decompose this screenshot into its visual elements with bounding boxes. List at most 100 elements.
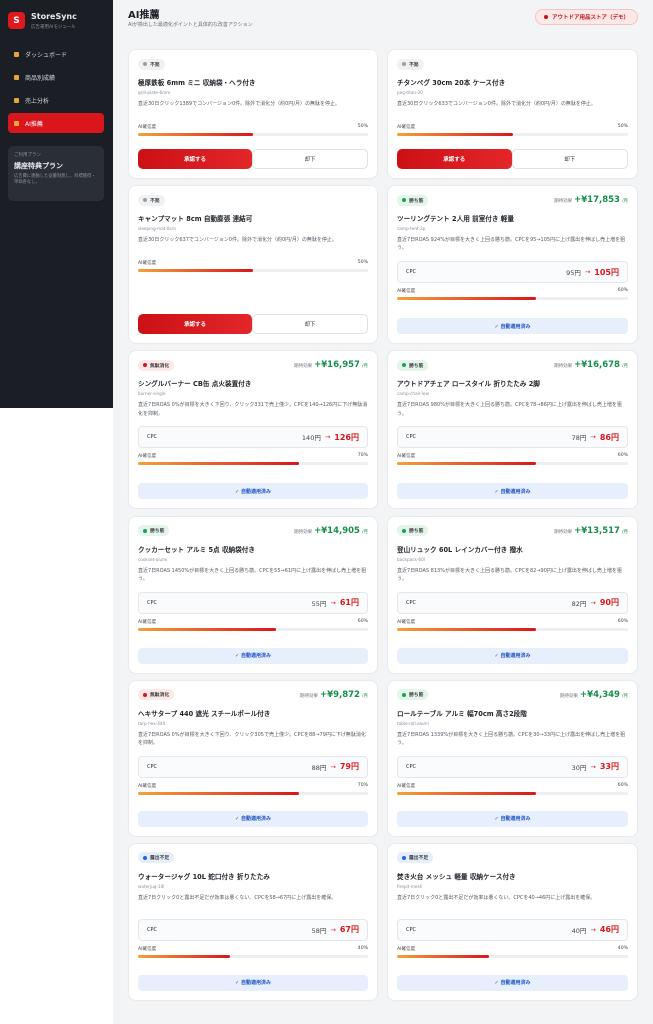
badge-dot [143,528,147,533]
plan-label: ご利用プラン [14,153,41,158]
cpc-arrow: → [590,762,596,771]
badge: 勝ち筋 [138,525,170,537]
cpc-old: 40円 [571,926,587,935]
confidence-value: 60% [617,782,628,788]
cpc-new: 33円 [599,762,619,772]
approve-button[interactable]: 承認する [138,149,252,169]
confidence-label: AI確信度 [138,946,157,952]
approve-button[interactable]: 承認する [397,149,512,169]
store-name: アウトドア用品ストア（デモ） [551,15,629,21]
auto-applied: ✓ 自動適用済み [397,647,628,664]
card-top: 勝ち筋 期待効果 +¥4,349/月 [397,689,628,701]
card-top: 不発 [138,194,368,206]
card-desc: 直近7日クリック0と露出不足だが効率は悪くない。CPCを58→67円に上げ露出を… [138,894,337,901]
approve-button[interactable]: 承認する [138,314,252,335]
nav-item[interactable]: 商品別成績 [8,67,104,87]
brand: StoreSync [31,12,77,21]
confidence-value: 70% [357,453,368,459]
confidence: AI確信度 60% [397,783,628,789]
badge-text: 勝ち筋 [409,529,424,535]
card-desc: 直近7日クリック0と露出不足だが効率は悪くない。CPCを40→46円に上げ露出を… [397,894,596,901]
confidence-value: 50% [357,124,368,129]
card-title: ウォータージャグ 10L 蛇口付き 折りたたみ [138,872,270,881]
reject-button[interactable]: 却下 [252,314,368,335]
cpc-new: 46円 [599,925,619,935]
confidence-label: AI確信度 [397,783,416,789]
auto-applied: ✓ 自動適用済み [397,318,628,335]
card-desc: 直近30日クリック637でコンバージョン0件。除外で消化分（約0円/月）の無駄を… [138,237,337,244]
confidence: AI確信度 50% [138,124,368,130]
cpc-box: CPC 55円 → 61円 [138,591,368,614]
card-title: クッカーセット アルミ 5点 収納袋付き [138,545,255,554]
confidence: AI確信度 60% [138,619,368,625]
confidence-label: AI確信度 [138,125,157,130]
cpc-label: CPC [147,599,157,606]
confidence-track [397,627,628,631]
confidence-value: 60% [357,618,368,624]
nav-item[interactable]: ダッシュボード [8,44,104,64]
cpc-box: CPC 88円 → 79円 [138,755,368,778]
auto-applied: ✓ 自動適用済み [138,483,368,500]
confidence-bar [138,462,299,466]
effect-unit: /月 [361,529,368,535]
confidence-value: 60% [617,453,628,459]
badge: 無駄消化 [138,689,175,701]
effect-unit: /月 [621,364,628,370]
card-slug: waterjug-10l [138,883,165,889]
confidence-label: AI確信度 [397,946,416,952]
confidence-track [138,627,368,631]
confidence-bar [397,133,513,136]
badge: 露出不足 [138,852,175,864]
cpc-arrow: → [590,925,596,934]
card-top: 勝ち筋 期待効果 +¥16,678/月 [397,359,628,371]
effect-label: 期待効果 [294,529,313,535]
card-slug: backpack-60l [397,556,425,562]
confidence: AI確信度 50% [397,124,628,130]
badge-text: 露出不足 [150,856,170,862]
confidence-label: AI確信度 [397,289,416,295]
auto-applied: ✓ 自動適用済み [397,483,628,500]
card-desc: 直近30日クリック633でコンバージョン0件。除外で消化分（約0円/月）の無駄を… [397,101,596,107]
badge-dot [402,198,406,203]
effect-label: 期待効果 [294,364,313,370]
badge-text: 不発 [150,198,160,204]
card-top: 勝ち筋 期待効果 +¥17,853/月 [397,194,628,206]
badge: 露出不足 [397,852,434,864]
cpc-change: 88円 → 79円 [312,761,359,772]
effect-unit: /月 [621,529,628,535]
effect: 期待効果 +¥4,349/月 [560,690,628,700]
card-desc: 直近30日クリック1389でコンバージョン0件。除外で消化分（約0円/月）の無駄… [138,101,341,107]
main: AI推薦 AIが検出した最適化ポイントと具体的な改善アクション アウトドア用品ス… [113,0,653,1024]
confidence-value: 50% [617,124,628,129]
nav-item[interactable]: AI推薦 [8,113,104,133]
reject-button[interactable]: 却下 [511,149,628,169]
nav-label: 商品別成績 [25,74,56,82]
auto-applied: ✓ 自動適用済み [138,974,368,991]
cpc-label: CPC [406,269,416,276]
reject-button[interactable]: 却下 [252,149,368,169]
badge-text: 無駄消化 [150,363,170,369]
confidence-bar [397,954,490,958]
cpc-box: CPC 30円 → 33円 [397,755,628,778]
card-top: 勝ち筋 期待効果 +¥14,905/月 [138,525,368,537]
cpc-old: 78円 [571,434,587,443]
card-title: チタンペグ 30cm 20本 ケース付き [397,79,506,87]
card: 不発 チタンペグ 30cm 20本 ケース付き peg-titan-20 直近30日ク… [388,50,637,178]
effect-label: 期待効果 [300,693,319,699]
confidence-track [138,133,368,136]
card: 露出不足 焚き火台 メッシュ 軽量 収納ケース付き firepit-mesh 直近7日… [388,843,637,1000]
card-desc: 直近7日ROAS 924%が目標を大きく上回る勝ち筋。CPCを95→105円に上… [397,237,626,252]
card: 不発 キャンプマット 8cm 自動膨張 連結可 sleeping-mat-8cm 直近… [129,186,377,344]
card-top: 不発 [397,58,628,70]
cpc-change: 40円 → 46円 [572,924,619,935]
actions: 承認する 却下 [138,149,368,169]
confidence-track [397,954,628,958]
nav-item[interactable]: 売上分析 [8,90,104,110]
effect: 期待効果 +¥9,872/月 [300,690,368,700]
confidence-track [397,133,628,136]
badge-text: 勝ち筋 [409,363,424,369]
store-badge[interactable]: アウトドア用品ストア（デモ） [534,9,638,25]
confidence-value: 60% [617,288,628,294]
card: 勝ち筋 期待効果 +¥14,905/月 クッカーセット アルミ 5点 収納袋付き coo… [129,516,377,673]
confidence-track [138,791,368,795]
